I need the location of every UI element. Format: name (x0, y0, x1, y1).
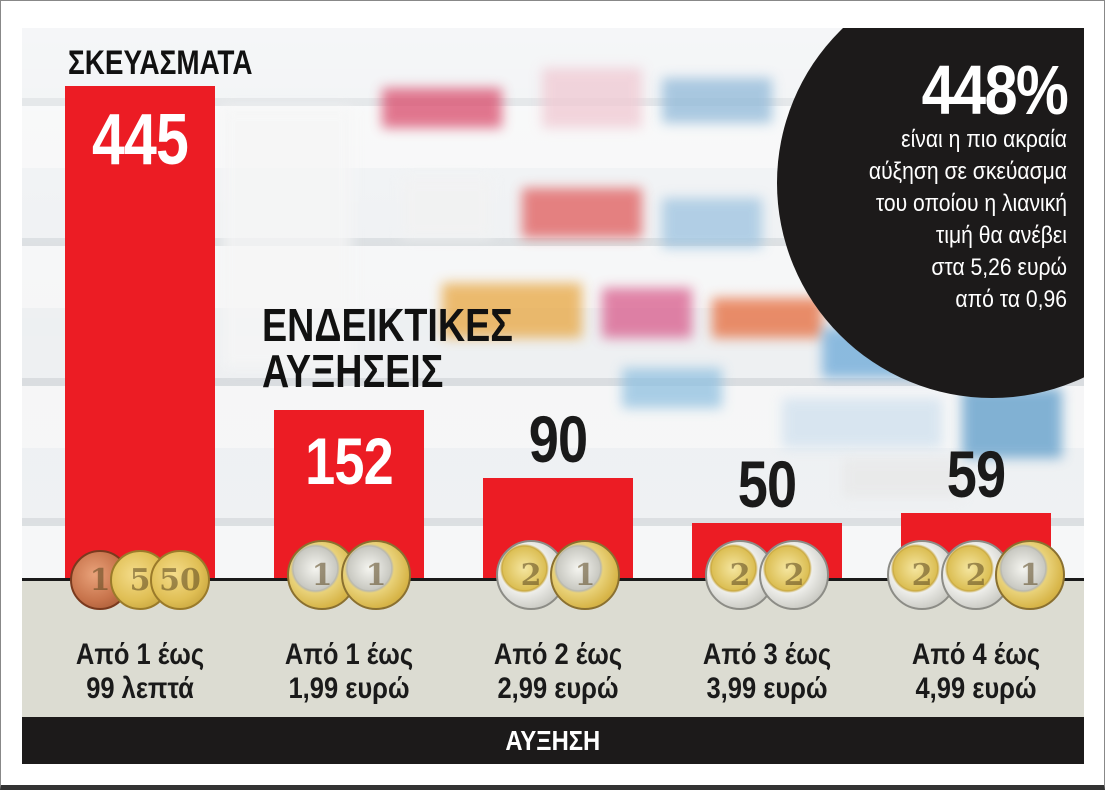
data-label: 50 (737, 446, 797, 521)
category-label-line: Από 3 έως (702, 638, 832, 671)
callout-line: είναι η πιο ακραία (901, 126, 1067, 153)
category-label: Από 3 έως 3,99 ευρώ (682, 638, 852, 706)
chart-heading-line: ΑΥΞΗΣΕΙΣ (262, 345, 444, 397)
category-label-line: Από 1 έως (284, 638, 414, 671)
category-label-line: Από 4 έως (911, 638, 1041, 671)
callout-line: τιμή θα ανέβει (935, 222, 1067, 249)
callout-line: από τα 0,96 (955, 286, 1067, 313)
coin-numeral: 1 (574, 557, 596, 593)
x-axis-title-text: ΑΥΞΗΣΗ (505, 725, 601, 756)
coin-numeral: 2 (783, 557, 805, 593)
callout-line: αύξηση σε σκεύασμα (868, 158, 1067, 185)
coin-numeral: 1 (89, 562, 111, 598)
category-label-line: 3,99 ευρώ (706, 672, 828, 705)
coin-numeral: 1 (1019, 557, 1041, 593)
chart-heading: ΕΝΔΕΙΚΤΙΚΕΣ ΑΥΞΗΣΕΙΣ (262, 302, 513, 394)
category-label-line: 2,99 ευρώ (497, 672, 619, 705)
data-label: 59 (946, 436, 1006, 511)
callout-line: του οποίου η λιανική (875, 190, 1067, 217)
category-label: Από 4 έως 4,99 ευρώ (891, 638, 1061, 706)
y-axis-heading: ΣΚΕΥΑΣΜΑΤΑ (68, 44, 253, 82)
category-label-line: 1,99 ευρώ (288, 672, 410, 705)
coin-numeral: 2 (911, 557, 933, 593)
coin-numeral: 5 (129, 562, 151, 598)
2-euro-coin-icon: 2 (759, 540, 829, 610)
1-euro-coin-icon: 1 (995, 540, 1065, 610)
coin-numeral: 50 (159, 562, 201, 598)
coin-numeral: 1 (311, 557, 333, 593)
category-label: Από 1 έως 99 λεπτά (55, 638, 225, 706)
chart-heading-line: ΕΝΔΕΙΚΤΙΚΕΣ (262, 299, 513, 351)
coin-numeral: 2 (965, 557, 987, 593)
callout-text: είναι η πιο ακραία αύξηση σε σκεύασμα το… (838, 124, 1067, 316)
50-cent-coin-icon: 50 (150, 550, 210, 610)
1-euro-coin-icon: 1 (550, 540, 620, 610)
category-label-line: 99 λεπτά (86, 672, 194, 705)
data-label: 445 (91, 100, 189, 180)
category-label-line: Από 2 έως (493, 638, 623, 671)
category-label-line: Από 1 έως (75, 638, 205, 671)
coin-numeral: 2 (729, 557, 751, 593)
data-label: 90 (528, 402, 588, 477)
x-axis-title: ΑΥΞΗΣΗ (22, 717, 1084, 764)
2-euro-coin-icon: 2 (941, 540, 1011, 610)
bar (65, 86, 215, 578)
coin-numeral: 2 (520, 557, 542, 593)
category-label: Από 2 έως 2,99 ευρώ (473, 638, 643, 706)
1-euro-coin-icon: 1 (341, 540, 411, 610)
category-label: Από 1 έως 1,99 ευρώ (264, 638, 434, 706)
callout-line: στα 5,26 ευρώ (931, 254, 1067, 281)
coin-numeral: 1 (365, 557, 387, 593)
callout-percent: 448% (921, 51, 1069, 129)
category-label-line: 4,99 ευρώ (915, 672, 1037, 705)
data-label: 152 (305, 423, 394, 498)
